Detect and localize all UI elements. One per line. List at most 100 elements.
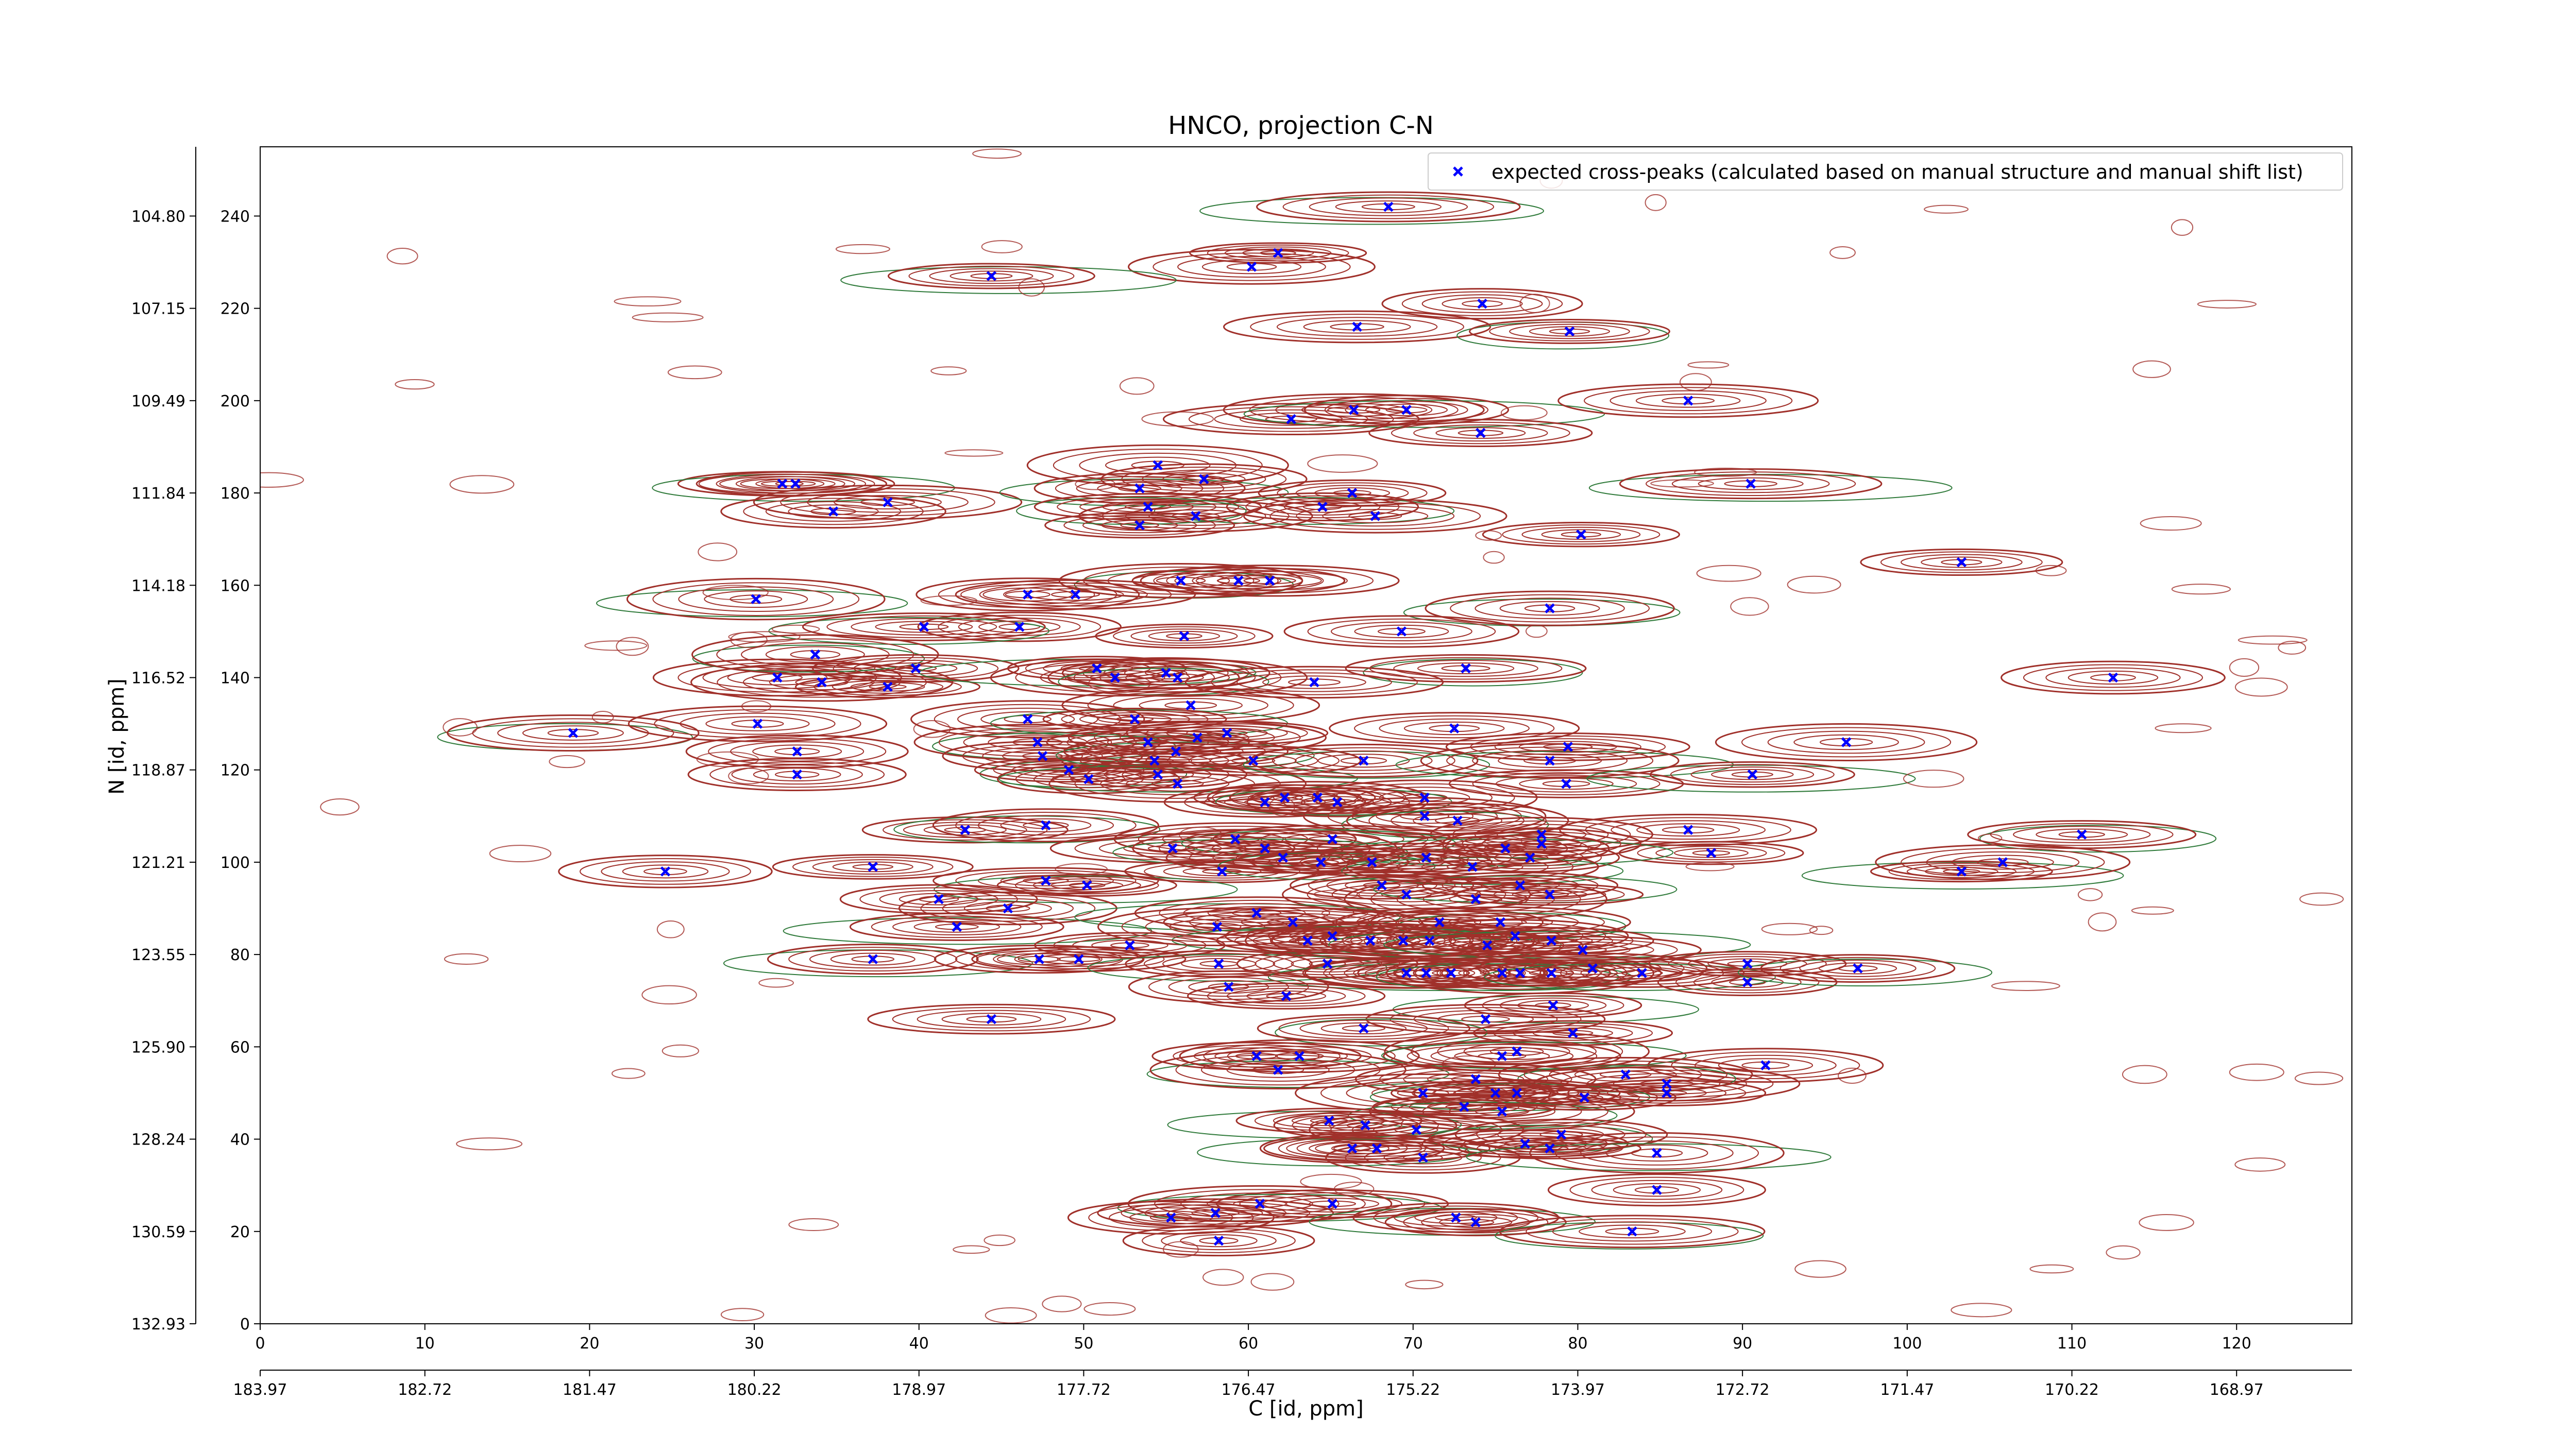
positive-contour bbox=[871, 915, 1043, 938]
positive-contour bbox=[1329, 712, 1580, 745]
positive-contour bbox=[1579, 1224, 1686, 1239]
noise-contour bbox=[386, 248, 418, 265]
positive-contour bbox=[652, 582, 860, 616]
negative-contour bbox=[1363, 658, 1583, 687]
cross-peak-marker bbox=[1997, 857, 2008, 867]
positive-contour bbox=[558, 855, 773, 889]
cross-peak-marker bbox=[1213, 959, 1224, 969]
positive-contour bbox=[955, 812, 1137, 839]
noise-contour bbox=[953, 1245, 990, 1254]
positive-contour bbox=[1345, 654, 1587, 683]
positive-contour bbox=[1619, 468, 1883, 500]
y-tick-label: 220 bbox=[221, 300, 250, 318]
positive-contour bbox=[1400, 812, 1450, 821]
positive-contour bbox=[522, 725, 624, 741]
noise-contour bbox=[2299, 892, 2344, 906]
positive-contour bbox=[2013, 826, 2151, 844]
positive-contour bbox=[1693, 974, 1802, 991]
cross-peak-marker bbox=[1683, 396, 1693, 406]
noise-contour bbox=[1977, 833, 2003, 843]
positive-contour bbox=[1082, 517, 1197, 534]
cross-peak-marker bbox=[1545, 1143, 1555, 1154]
positive-contour bbox=[1605, 1227, 1659, 1235]
positive-contour bbox=[1216, 577, 1261, 584]
noise-contour bbox=[641, 985, 697, 1005]
cross-peak-marker bbox=[1401, 968, 1412, 978]
cross-peak-marker bbox=[568, 728, 579, 738]
positive-contour bbox=[1499, 1215, 1766, 1249]
cross-peak-marker bbox=[1294, 1051, 1304, 1062]
positive-contour bbox=[1379, 718, 1530, 739]
x-tick-label: 120 bbox=[2222, 1335, 2251, 1353]
noise-contour bbox=[2234, 677, 2288, 697]
positive-contour bbox=[809, 949, 937, 969]
noise-contour bbox=[2229, 658, 2260, 677]
positive-contour bbox=[1799, 960, 1917, 977]
cross-peak-marker bbox=[1548, 1000, 1558, 1011]
positive-contour bbox=[1344, 877, 1607, 921]
noise-contour bbox=[1075, 477, 1116, 490]
cross-peak-marker bbox=[1411, 1124, 1421, 1135]
cross-peak-marker bbox=[1359, 756, 1369, 766]
positive-contour bbox=[977, 815, 1114, 836]
cross-peak-marker bbox=[1359, 1023, 1369, 1034]
positive-contour bbox=[1145, 745, 1362, 776]
noise-contour bbox=[489, 845, 552, 863]
noise-contour bbox=[835, 244, 890, 254]
positive-contour bbox=[1315, 1142, 1389, 1155]
positive-contour bbox=[2067, 670, 2159, 685]
positive-contour bbox=[1342, 1025, 1386, 1032]
positive-contour bbox=[1513, 1025, 1633, 1041]
y-tick-label: 60 bbox=[230, 1038, 250, 1056]
cross-peak-marker bbox=[1192, 732, 1202, 743]
positive-contour bbox=[1004, 715, 1052, 724]
positive-contour bbox=[1580, 964, 1704, 982]
noise-contour bbox=[702, 585, 769, 601]
cross-peak-marker bbox=[1662, 1079, 1672, 1089]
positive-contour bbox=[774, 771, 820, 778]
positive-contour bbox=[1283, 615, 1520, 648]
x-axis: 0 10 20 30 40 50 60 70 80 90 100 110 120 bbox=[255, 1324, 2251, 1353]
cross-peak-marker bbox=[1515, 968, 1526, 978]
positive-contour bbox=[626, 577, 886, 621]
positive-contour bbox=[2058, 831, 2105, 838]
noise-contour bbox=[2132, 360, 2171, 378]
positive-contour bbox=[709, 761, 885, 788]
positive-contour bbox=[1055, 476, 1225, 501]
negative-contour bbox=[1801, 861, 2124, 890]
noise-contour bbox=[2077, 888, 2103, 901]
cross-peak-marker bbox=[1129, 714, 1140, 724]
x-ppm-tick-label: 175.22 bbox=[1386, 1381, 1440, 1399]
positive-contour bbox=[814, 677, 962, 696]
cross-peak-marker bbox=[1706, 848, 1717, 858]
cross-peak-marker bbox=[810, 649, 821, 660]
positive-contour bbox=[1278, 1017, 1449, 1040]
positive-contour bbox=[1348, 512, 1402, 520]
positive-contour bbox=[1501, 955, 1685, 981]
positive-contour bbox=[970, 273, 1013, 279]
cross-peak-marker bbox=[1041, 820, 1051, 831]
positive-contour bbox=[2001, 660, 2226, 695]
positive-contour bbox=[601, 861, 730, 882]
positive-contour bbox=[1023, 821, 1069, 829]
positive-contour bbox=[932, 808, 1159, 843]
noise-contour bbox=[698, 542, 738, 561]
y-tick-label: 20 bbox=[230, 1223, 250, 1241]
positive-contour bbox=[1731, 771, 1773, 778]
positive-contour bbox=[1120, 522, 1159, 528]
cross-peak-marker bbox=[1627, 1226, 1637, 1237]
positive-contour bbox=[938, 727, 1137, 757]
positive-contour bbox=[1250, 314, 1464, 340]
positive-contour bbox=[1458, 1137, 1641, 1159]
positive-contour bbox=[1437, 1039, 1597, 1064]
x-ppm-axis: 183.97 182.72 181.47 180.22 178.97 177.72 176.… bbox=[233, 1370, 2352, 1399]
negative-contour bbox=[1154, 497, 1455, 525]
cross-peak-marker bbox=[1171, 746, 1181, 757]
y-tick-label: 200 bbox=[221, 392, 250, 411]
positive-contour bbox=[1364, 1148, 1482, 1168]
positive-contour bbox=[1103, 663, 1229, 682]
noise-contour bbox=[1475, 530, 1502, 541]
negative-contour bbox=[596, 589, 908, 618]
positive-contour bbox=[1282, 194, 1495, 219]
